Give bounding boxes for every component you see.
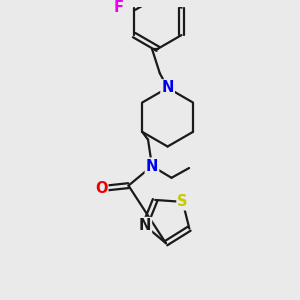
Text: N: N [146, 159, 158, 174]
Text: F: F [113, 0, 124, 15]
Text: S: S [177, 194, 188, 209]
Text: N: N [139, 218, 151, 233]
Text: O: O [95, 181, 107, 196]
Text: N: N [161, 80, 174, 95]
